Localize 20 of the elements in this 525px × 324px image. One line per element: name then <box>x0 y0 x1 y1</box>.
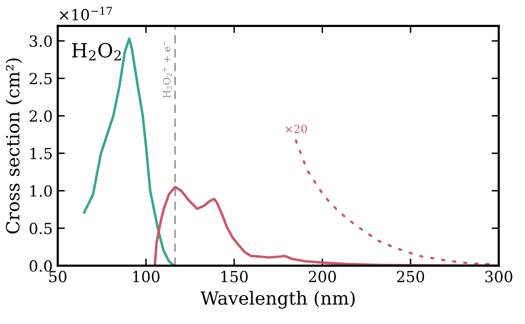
y-tick-label: 2.5 <box>30 72 52 84</box>
line-series <box>294 139 490 266</box>
y-tick-label: 0.5 <box>30 222 52 234</box>
x-tick-label: 50 <box>49 270 66 282</box>
x-tick-label: 150 <box>221 270 248 282</box>
y-tick-label: 2.0 <box>30 110 52 122</box>
x-tick-label: 250 <box>397 270 424 282</box>
x-tick-label: 300 <box>485 270 512 282</box>
x-tick-label: 200 <box>308 270 336 282</box>
text: ×10$^{−17}$ <box>60 6 112 20</box>
x-tick-label: 100 <box>133 270 160 282</box>
ref-line-label: H$_{2}$O$_{2}$$^{+}$ + e$^{−}$ <box>162 41 172 98</box>
x-axis-title: Wavelength (nm) <box>200 290 355 309</box>
y-axis-title: Cross section (cm²) <box>6 58 22 234</box>
y-tick-label: 0.0 <box>30 260 52 272</box>
series-label: ×20 <box>286 124 307 134</box>
y-tick-label: 1.0 <box>30 185 52 197</box>
y-tick-label: 3.0 <box>30 35 52 47</box>
y-tick-label: 1.5 <box>30 148 52 160</box>
annotation: H$_{2}$O$_{2}$ <box>72 42 121 60</box>
